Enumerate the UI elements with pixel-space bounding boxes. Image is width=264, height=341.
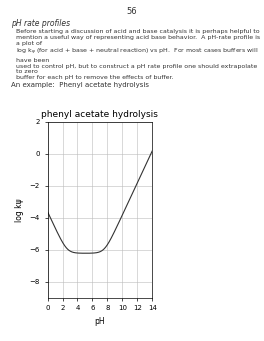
Text: Before starting a discussion of acid and base catalysis it is perhaps helpful to: Before starting a discussion of acid and… bbox=[16, 29, 260, 80]
Text: An example:  Phenyl acetate hydrolysis: An example: Phenyl acetate hydrolysis bbox=[11, 82, 149, 88]
X-axis label: pH: pH bbox=[95, 317, 105, 326]
Text: 56: 56 bbox=[127, 7, 137, 16]
Y-axis label: log kψ: log kψ bbox=[15, 198, 24, 222]
Title: phenyl acetate hydrolysis: phenyl acetate hydrolysis bbox=[41, 110, 158, 119]
Text: pH rate profiles: pH rate profiles bbox=[11, 19, 70, 28]
